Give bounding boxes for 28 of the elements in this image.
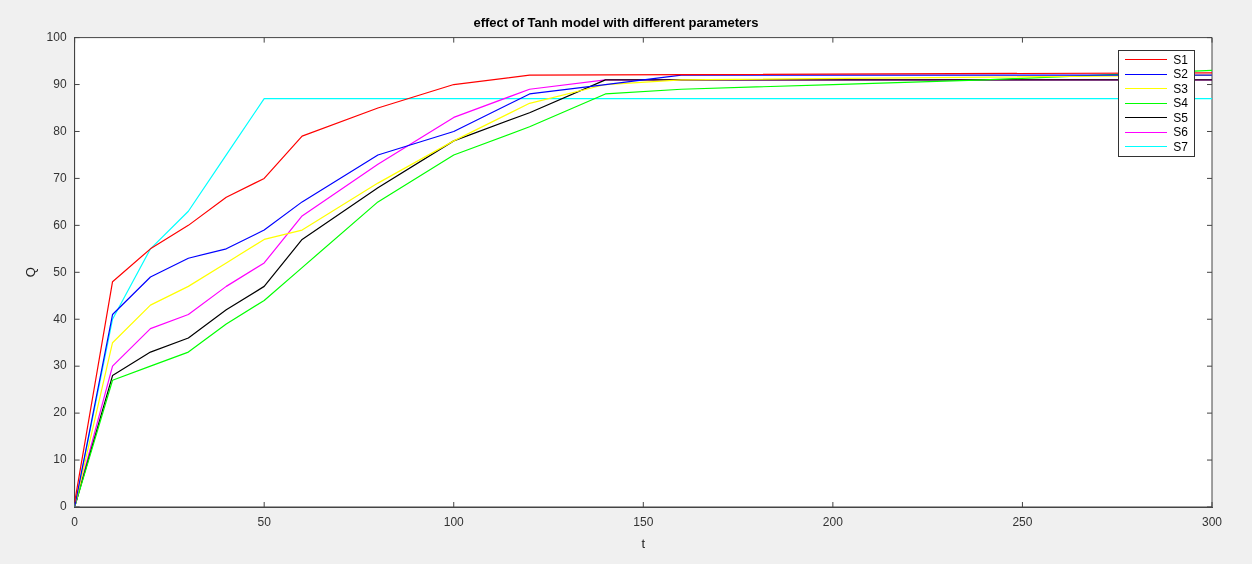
y-tick-label: 50: [53, 264, 67, 279]
y-tick-label: 40: [53, 311, 67, 326]
legend-label: S6: [1173, 125, 1188, 140]
legend-label: S5: [1173, 110, 1188, 125]
legend-label: S2: [1173, 67, 1188, 82]
y-axis-title: Q: [23, 267, 39, 278]
x-tick-label: 300: [1201, 514, 1223, 529]
y-tick-label: 100: [46, 29, 67, 44]
y-tick-label: 10: [53, 452, 67, 467]
x-tick-label: 150: [633, 514, 654, 529]
legend-label: S7: [1173, 139, 1188, 154]
x-axis-title: t: [641, 535, 646, 551]
y-tick-label: 60: [53, 217, 67, 232]
x-tick-label: 250: [1012, 514, 1033, 529]
x-tick-label: 0: [71, 514, 79, 529]
y-tick-label: 90: [53, 76, 67, 91]
y-tick-label: 30: [53, 358, 67, 373]
legend-label: S4: [1173, 96, 1188, 111]
y-tick-label: 20: [53, 405, 67, 420]
x-tick-label: 50: [257, 514, 272, 529]
x-tick-label: 200: [822, 514, 844, 529]
legend-label: S1: [1173, 52, 1188, 67]
x-tick-label: 100: [443, 514, 465, 529]
y-tick-label: 0: [59, 499, 67, 514]
y-tick-label: 80: [53, 123, 67, 138]
y-tick-label: 70: [53, 170, 67, 185]
legend-label: S3: [1173, 81, 1188, 96]
chart-title: effect of Tanh model with different parameters: [473, 15, 759, 31]
